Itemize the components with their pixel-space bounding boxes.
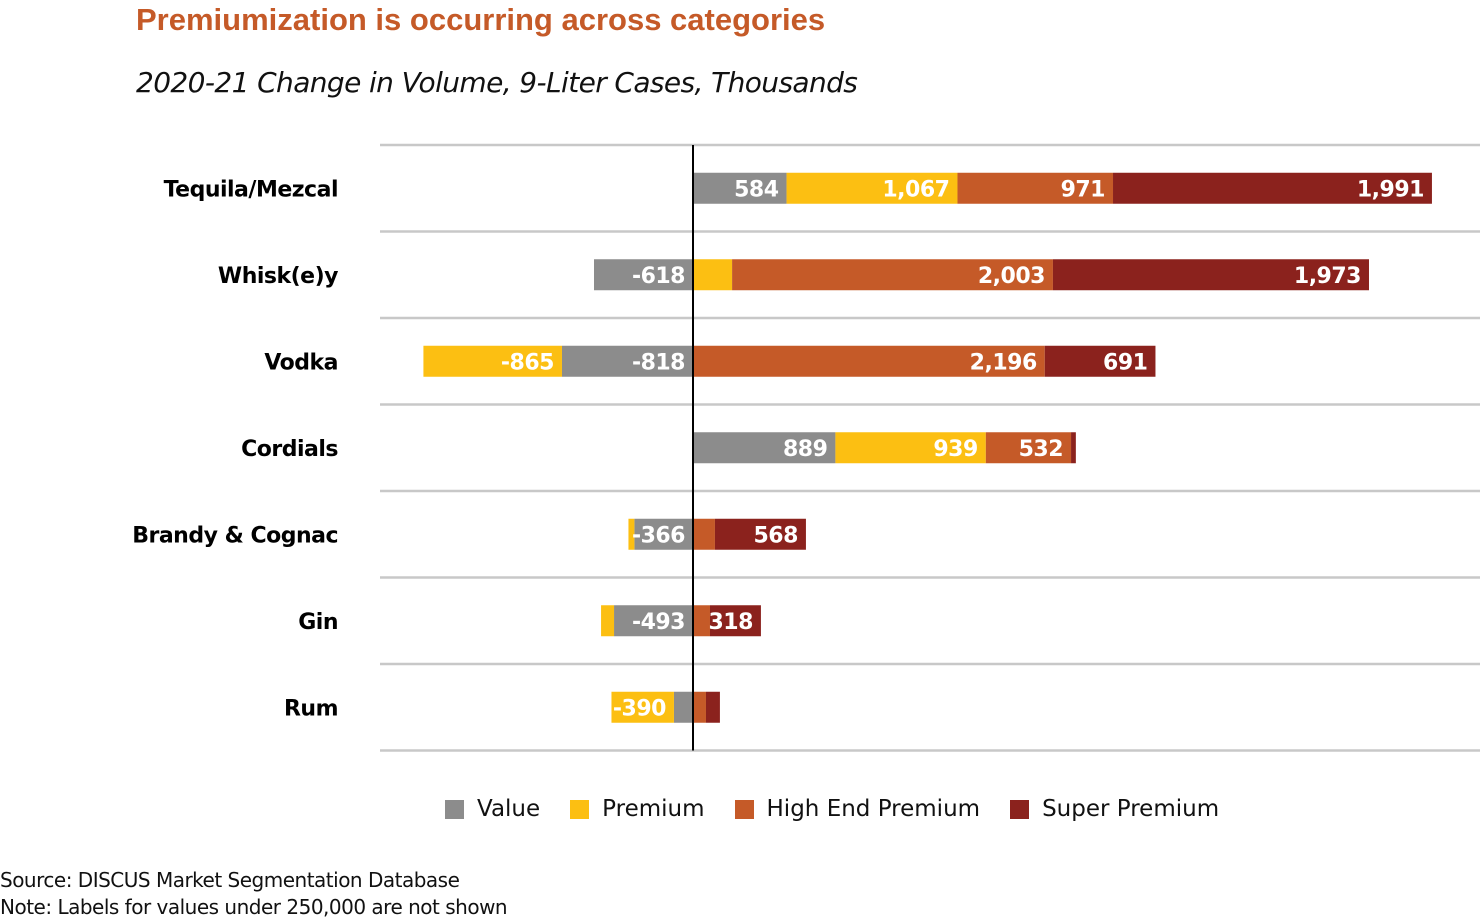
legend-item-premium: Premium — [570, 796, 705, 822]
data-label: 568 — [753, 523, 797, 548]
data-label: 889 — [783, 437, 827, 462]
bar-segment-premium — [628, 518, 635, 550]
bar-segment-super-premium — [1113, 172, 1432, 204]
legend-label: Super Premium — [1042, 796, 1220, 822]
legend-label: High End Premium — [766, 796, 981, 822]
bar-segment-super-premium — [1052, 259, 1369, 291]
data-label: 2,003 — [978, 264, 1045, 289]
legend-item-value: Value — [445, 796, 540, 822]
bar-segment-value — [673, 691, 694, 723]
footnote: Note: Labels for values under 250,000 ar… — [0, 895, 508, 919]
category-label: Whisk(e)y — [218, 264, 338, 289]
legend-swatch — [734, 799, 754, 819]
data-label: 691 — [1103, 350, 1147, 375]
legend-item-high-end-premium: High End Premium — [734, 796, 981, 822]
category-label: Cordials — [241, 437, 338, 462]
category-label: Vodka — [264, 350, 338, 375]
category-label: Brandy & Cognac — [132, 523, 338, 548]
bar-segment-premium — [601, 605, 615, 637]
bar-segment-super-premium — [714, 518, 806, 550]
legend-label: Value — [477, 796, 541, 822]
source-note: Source: DISCUS Market Segmentation Datab… — [0, 868, 460, 892]
bar-segment-value — [594, 259, 694, 291]
data-label: 318 — [708, 610, 752, 635]
bar-segment-high-end-premium — [693, 691, 706, 723]
bar-segment-high-end-premium — [693, 605, 710, 637]
legend-swatch — [445, 799, 464, 819]
data-label: 1,067 — [882, 177, 949, 202]
bar-segment-value — [693, 172, 787, 204]
bar-segment-premium — [423, 345, 562, 377]
data-label: -390 — [613, 696, 666, 721]
data-label: -818 — [632, 350, 685, 375]
bar-segment-super-premium — [709, 605, 761, 637]
bar-segment-value — [634, 518, 694, 550]
chart-subtitle: 2020-21 Change in Volume, 9-Liter Cases,… — [136, 66, 858, 99]
category-label: Rum — [284, 696, 338, 721]
data-label: 1,991 — [1357, 177, 1424, 202]
bar-segment-high-end-premium — [985, 432, 1072, 464]
data-label: -366 — [632, 523, 685, 548]
bar-segment-premium — [835, 432, 986, 464]
data-label: 532 — [1019, 437, 1063, 462]
bar-segment-high-end-premium — [957, 172, 1114, 204]
bar-segment-value — [561, 345, 694, 377]
data-label: 1,973 — [1294, 264, 1361, 289]
bar-segment-premium — [693, 259, 733, 291]
bar-segment-super-premium — [1071, 432, 1076, 464]
data-label: -618 — [632, 264, 685, 289]
legend-swatch — [570, 799, 590, 819]
bar-segment-premium — [786, 172, 958, 204]
data-label: 2,196 — [970, 350, 1037, 375]
bar-segment-high-end-premium — [732, 259, 1053, 291]
bar-segment-value — [614, 605, 694, 637]
chart-title: Premiumization is occurring across categ… — [136, 2, 826, 37]
legend-item-super-premium: Super Premium — [1010, 796, 1219, 822]
data-label: -493 — [632, 610, 685, 635]
data-label: 584 — [734, 177, 779, 202]
chart-legend: Value Premium High End Premium Super Premiu… — [445, 796, 1249, 822]
category-label: Tequila/Mezcal — [164, 177, 338, 202]
data-label: 939 — [933, 437, 977, 462]
data-label: 971 — [1061, 177, 1105, 202]
legend-label: Premium — [602, 796, 705, 822]
legend-swatch — [1010, 799, 1030, 819]
bar-segment-high-end-premium — [693, 518, 715, 550]
bar-segment-premium — [611, 691, 674, 723]
category-label: Gin — [298, 610, 338, 635]
data-label: -865 — [501, 350, 554, 375]
bar-segment-super-premium — [705, 691, 720, 723]
bar-segment-value — [693, 432, 836, 464]
bar-segment-super-premium — [1044, 345, 1156, 377]
bar-segment-high-end-premium — [693, 345, 1045, 377]
